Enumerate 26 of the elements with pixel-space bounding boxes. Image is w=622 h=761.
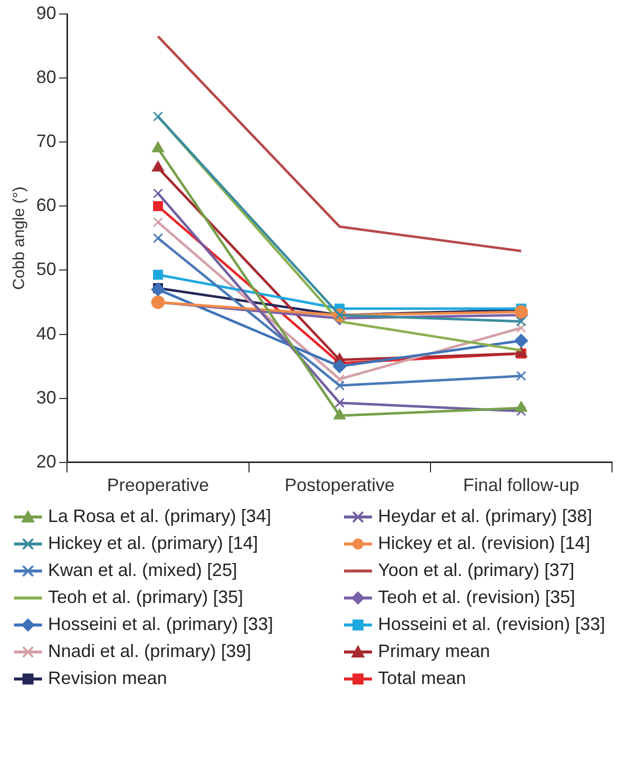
legend-label: Teoh et al. (primary) [35] — [48, 587, 244, 608]
legend-label: Heydar et al. (primary) [38] — [378, 506, 592, 527]
y-tick-label: 30 — [36, 387, 56, 408]
legend-label: Yoon et al. (primary) [37] — [378, 560, 574, 581]
legend-label: Hickey et al. (primary) [14] — [48, 533, 258, 554]
y-tick-label: 50 — [36, 259, 56, 280]
y-tick-label: 40 — [36, 323, 56, 344]
y-tick-label: 20 — [36, 451, 56, 472]
legend-label: Total mean — [378, 668, 466, 689]
y-tick-label: 60 — [36, 195, 56, 216]
legend-label: Revision mean — [48, 668, 168, 689]
legend-label: Nnadi et al. (primary) [39] — [48, 641, 252, 662]
x-tick-label: Postoperative — [284, 475, 395, 496]
x-tick-label: Final follow-up — [463, 475, 580, 496]
y-tick-label: 70 — [36, 131, 56, 152]
y-axis-title: Cobb angle (°) — [11, 186, 28, 290]
legend-label: Kwan et al. (mixed) [25] — [48, 560, 238, 581]
legend-label: La Rosa et al. (primary) [34] — [48, 506, 272, 527]
legend-label: Teoh et al. (revision) [35] — [378, 587, 576, 608]
x-tick-label: Preoperative — [106, 475, 210, 496]
legend-label: Hickey et al. (revision) [14] — [378, 533, 590, 554]
legend-label: Hosseini et al. (primary) [33] — [48, 614, 274, 635]
y-tick-label: 90 — [36, 2, 56, 23]
legend-label: Hosseini et al. (revision) [33] — [378, 614, 606, 635]
y-tick-label: 80 — [36, 67, 56, 88]
legend-label: Primary mean — [378, 641, 490, 662]
